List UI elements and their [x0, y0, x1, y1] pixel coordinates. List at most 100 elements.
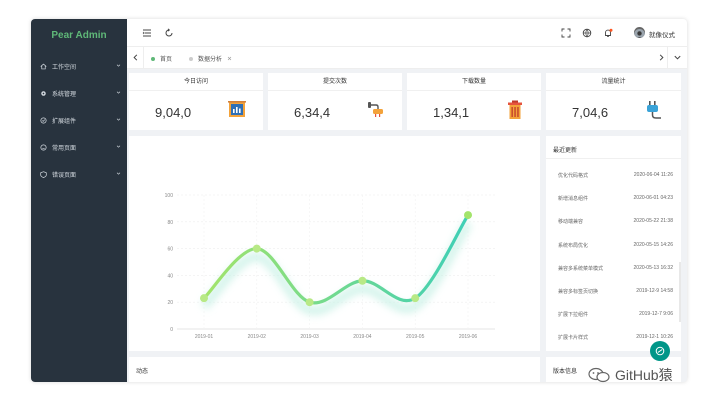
app-window: Pear Admin 工作空间 系统管理 扩展组件: [31, 19, 687, 382]
update-time: 2019-12-7 9:06: [639, 311, 673, 318]
stat-title: 下载数量: [407, 73, 541, 91]
list-item[interactable]: 系统布局优化 2020-05-15 14:26: [558, 242, 673, 252]
list-item[interactable]: 扩展下拉组件 2019-12-7 9:06: [558, 311, 673, 321]
watermark-text: GitHub猿: [615, 367, 673, 383]
sidebar-item-label: 系统管理: [52, 92, 77, 98]
plug-hand-icon: [368, 102, 383, 117]
x-tick-label: 2019-06: [459, 334, 478, 340]
power-plug-icon: [647, 101, 661, 119]
version-title: 版本信息: [553, 369, 578, 375]
stat-title: 提交次数: [268, 73, 402, 91]
sidebar-item-label: 扩展组件: [52, 119, 77, 125]
tab-label: 数据分析: [198, 57, 223, 63]
data-point: [358, 276, 367, 285]
sidebar: Pear Admin 工作空间 系统管理 扩展组件: [31, 19, 127, 382]
tab-scroll-left-icon[interactable]: [131, 53, 140, 62]
settings-icon: [40, 90, 47, 97]
y-tick-label: 100: [165, 193, 174, 199]
update-time: 2020-06-01 04:23: [633, 195, 673, 202]
update-time: 2020-05-22 21:38: [633, 218, 673, 225]
update-name: 新增消息组件: [558, 196, 589, 203]
refresh-icon[interactable]: [164, 28, 174, 38]
update-time: 2019-12-9 14:58: [636, 288, 673, 294]
divider: [546, 158, 681, 159]
logo: Pear Admin: [51, 30, 107, 41]
data-point: [200, 294, 208, 303]
menu-collapse-icon[interactable]: [142, 28, 152, 38]
recent-updates-card: 最近更新 优化代码格式 2020-06-04 11:26 新增消息组件 2020-06…: [546, 136, 681, 351]
x-tick-label: 2019-01: [195, 334, 214, 340]
update-time: 2020-05-13 16:32: [633, 264, 673, 271]
stat-value: 7,04,6: [572, 105, 609, 120]
eye-icon: [655, 346, 665, 356]
stat-card-traffic: 流量统计 7,04,6: [546, 73, 681, 130]
line-chart: 0 20 40 60 80 100 2019-01 2019-02 2019-03 2019-04…: [165, 193, 495, 340]
tab-menu-chevron-down-icon[interactable]: [673, 53, 682, 62]
list-item[interactable]: 扩展卡片样式 2019-12-1 10:26: [558, 334, 673, 344]
x-tick-label: 2019-03: [300, 334, 319, 340]
stat-title: 流量统计: [546, 73, 681, 91]
tab-bar: 首页 数据分析: [127, 47, 687, 69]
version-card: 版本信息: [546, 357, 681, 382]
sidebar-item-label: 工作空间: [52, 65, 77, 71]
error-icon: [40, 171, 47, 178]
chevron-down-icon: [116, 145, 121, 148]
close-icon[interactable]: [227, 56, 232, 61]
y-tick-label: 60: [167, 247, 173, 253]
tab-scroll-right-icon[interactable]: [657, 53, 666, 62]
update-time: 2020-06-04 11:26: [633, 172, 673, 178]
trash-can-icon: [508, 100, 522, 119]
list-item[interactable]: 移动端兼容 2020-05-22 21:38: [558, 218, 673, 228]
chart-card: 0 20 40 60 80 100 2019-01 2019-02 2019-03 2019-04…: [129, 136, 540, 351]
username[interactable]: 就像仪式: [649, 32, 675, 39]
bell-icon[interactable]: [603, 28, 613, 38]
page-icon: [40, 144, 47, 151]
x-tick-label: 2019-05: [406, 334, 425, 340]
list-item[interactable]: 兼容多系统菜单模式 2020-05-13 16:32: [558, 265, 673, 275]
y-tick-label: 20: [167, 300, 173, 306]
update-name: 扩展下拉组件: [558, 312, 589, 319]
tab-label: 首页: [160, 57, 173, 63]
update-name: 扩展卡片样式: [558, 335, 589, 342]
sidebar-item-pages[interactable]: 常用页面: [31, 134, 127, 161]
data-point: [305, 298, 314, 307]
scrollbar-thumb[interactable]: [679, 262, 681, 322]
series-shadow: [200, 220, 472, 316]
stat-card-downloads: 下载数量 1,34,1: [407, 73, 541, 130]
list-item[interactable]: 新增消息组件 2020-06-01 04:23: [558, 195, 673, 205]
x-tick-label: 2019-04: [353, 334, 372, 340]
sidebar-item-system[interactable]: 系统管理: [31, 80, 127, 107]
data-point: [252, 244, 261, 253]
floating-action-button[interactable]: [650, 341, 670, 361]
list-item[interactable]: 优化代码格式 2020-06-04 11:26: [558, 172, 673, 182]
y-tick-label: 0: [170, 327, 173, 333]
stat-title: 今日访问: [129, 73, 263, 91]
watermark: GitHub猿: [588, 366, 673, 384]
tab-divider: [143, 47, 144, 69]
dynamic-title: 动态: [136, 369, 149, 375]
tab-inactive-dot: [189, 56, 193, 61]
sidebar-item-errors[interactable]: 错误页面: [31, 161, 127, 188]
update-name: 优化代码格式: [558, 173, 589, 179]
fullscreen-icon[interactable]: [561, 28, 571, 38]
tab-analysis[interactable]: 数据分析: [189, 52, 232, 65]
update-name: 系统布局优化: [558, 242, 589, 249]
stat-card-visits: 今日访问 9,04,0: [129, 73, 263, 130]
tab-home[interactable]: 首页: [151, 52, 172, 65]
sidebar-item-components[interactable]: 扩展组件: [31, 107, 127, 134]
list-item[interactable]: 兼容多标签页切换 2019-12-9 14:58: [558, 288, 673, 298]
y-tick-label: 40: [167, 273, 173, 279]
update-time: 2020-05-15 14:26: [633, 241, 673, 248]
update-name: 兼容多标签页切换: [558, 289, 599, 295]
top-header: 就像仪式: [127, 19, 687, 47]
y-tick-label: 80: [167, 220, 173, 226]
updates-title: 最近更新: [553, 148, 578, 154]
sidebar-item-workspace[interactable]: 工作空间: [31, 53, 127, 80]
home-icon: [40, 63, 47, 70]
data-point: [464, 211, 472, 220]
avatar[interactable]: [634, 27, 645, 38]
globe-icon[interactable]: [582, 28, 592, 38]
stat-card-submissions: 提交次数 6,34,4: [268, 73, 402, 130]
stat-value: 6,34,4: [294, 105, 331, 120]
stat-value: 1,34,1: [433, 105, 470, 120]
